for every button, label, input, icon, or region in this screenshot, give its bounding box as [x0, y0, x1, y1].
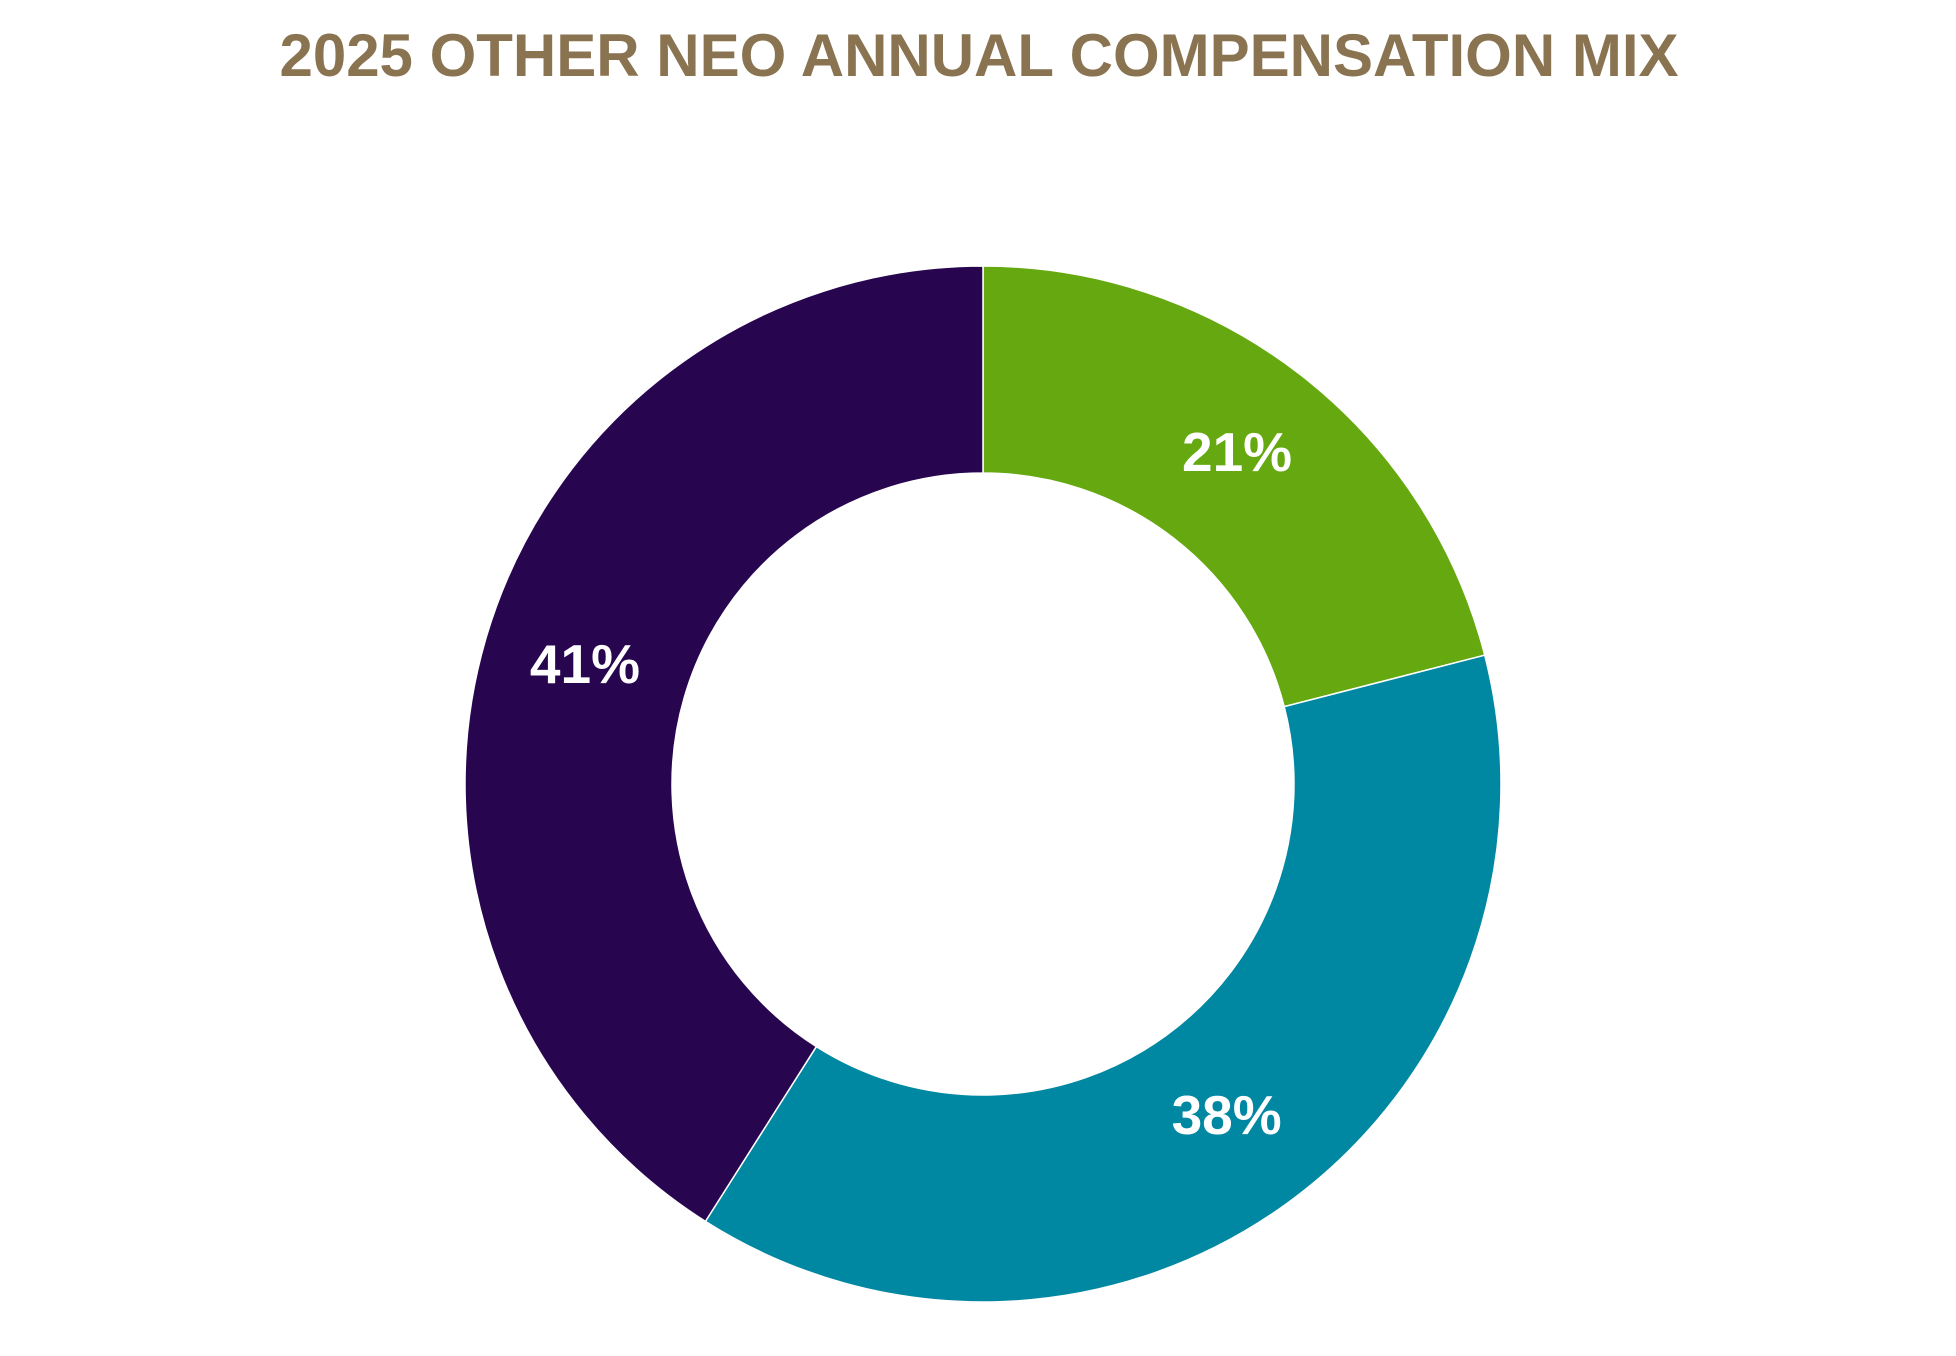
- donut-slice: [982, 265, 1486, 708]
- data-label: 38%: [1172, 1084, 1282, 1146]
- donut-slice: [464, 265, 984, 1223]
- donut-slice: [704, 654, 1502, 1303]
- data-label: 41%: [530, 633, 640, 695]
- data-label: 21%: [1182, 421, 1292, 483]
- chart-title: 2025 OTHER NEO ANNUAL COMPENSATION MIX: [279, 22, 1678, 89]
